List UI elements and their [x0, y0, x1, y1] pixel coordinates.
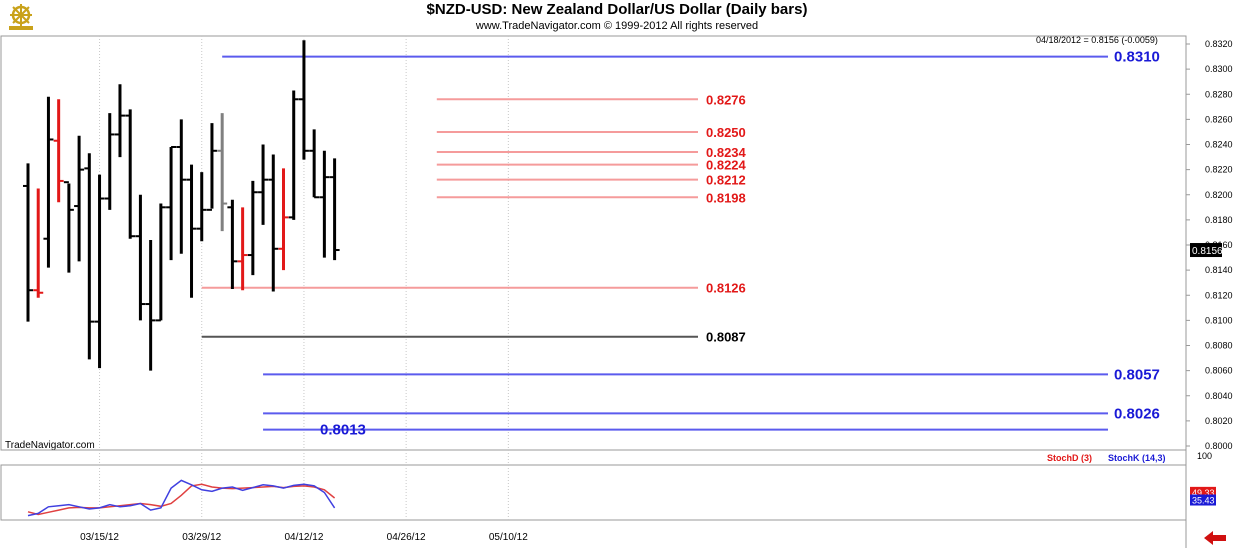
x-tick-label: 05/10/12: [489, 532, 528, 543]
y-tick-label: 0.8280: [1205, 89, 1233, 99]
level-label: 0.8224: [706, 158, 747, 173]
level-label: 0.8013: [320, 422, 366, 439]
stochd-value-badge: [1190, 486, 1216, 498]
level-label: 0.8234: [706, 145, 747, 160]
y-tick-label: 0.8200: [1205, 190, 1233, 200]
y-tick-label: 0.8120: [1205, 290, 1233, 300]
stoch-panel-frame: [0, 464, 1187, 521]
y-tick-label: 0.8300: [1205, 64, 1233, 74]
level-label: 0.8310: [1114, 49, 1160, 66]
level-label: 0.8057: [1114, 366, 1160, 383]
watermark: TradeNavigator.com: [5, 440, 95, 451]
copyright-subtitle: www.TradeNavigator.com © 1999-2012 All r…: [475, 20, 759, 32]
y-tick-label: 0.8220: [1205, 165, 1233, 175]
x-tick-label: 04/26/12: [387, 532, 426, 543]
x-tick-label: 03/15/12: [80, 532, 119, 543]
x-tick-label: 04/12/12: [284, 532, 323, 543]
level-label: 0.8026: [1114, 405, 1160, 422]
legend-stochk: StochK (14,3): [1108, 453, 1166, 463]
level-label: 0.8250: [706, 125, 746, 140]
y-tick-label: 0.8180: [1205, 215, 1233, 225]
y-tick-label: 0.8040: [1205, 391, 1233, 401]
level-label: 0.8126: [706, 281, 746, 296]
last-price-label: 0.8156: [1192, 246, 1223, 257]
last-quote-readout: 04/18/2012 = 0.8156 (-0.0059): [1036, 35, 1158, 45]
y-tick-label: 0.8020: [1205, 416, 1233, 426]
y-tick-label: 0.8000: [1205, 441, 1233, 451]
stoch-y-tick-label: 100: [1197, 451, 1212, 461]
level-label: 0.8087: [706, 330, 746, 345]
price-panel-frame: [0, 35, 1187, 451]
stochd-line: [27, 483, 336, 516]
ship-helm-icon: [6, 2, 36, 32]
level-label: 0.8198: [706, 190, 746, 205]
stochk-line: [27, 479, 336, 517]
y-tick-label: 0.8080: [1205, 341, 1233, 351]
scroll-left-arrow-icon[interactable]: [1202, 530, 1228, 546]
legend-stochd: StochD (3): [1047, 453, 1092, 463]
y-tick-label: 0.8140: [1205, 265, 1233, 275]
level-label: 0.8212: [706, 173, 746, 188]
y-tick-label: 0.8320: [1205, 39, 1233, 49]
stochk-value-label: 35.43: [1192, 496, 1215, 506]
last-price-badge: [1190, 243, 1222, 258]
chart-title: $NZD-USD: New Zealand Dollar/US Dollar (…: [426, 1, 808, 18]
x-tick-label: 03/29/12: [182, 532, 221, 543]
y-tick-label: 0.8100: [1205, 315, 1233, 325]
y-tick-label: 0.8260: [1205, 114, 1233, 124]
y-tick-label: 0.8060: [1205, 366, 1233, 376]
stochk-value-badge: [1190, 494, 1216, 506]
y-tick-label: 0.8240: [1205, 140, 1233, 150]
stochd-value-label: 49.33: [1192, 488, 1215, 498]
level-label: 0.8276: [706, 92, 746, 107]
